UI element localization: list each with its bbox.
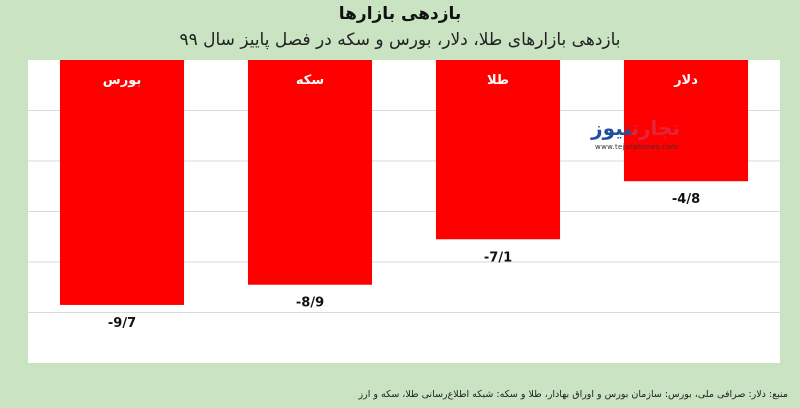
value-label-3: -7/1 <box>484 250 512 265</box>
category-label-2: سکه <box>296 73 324 88</box>
category-label-1: بورس <box>103 73 141 88</box>
bar-2 <box>247 60 373 285</box>
logo-part1: تجارت <box>631 116 680 140</box>
category-label-3: طلا <box>487 73 509 88</box>
logo-wordmark: تجارتنیوز <box>591 116 680 140</box>
tejaratnews-logo: تجارتنیوز www.tejaratnews.com <box>570 116 680 156</box>
logo-url: www.tejaratnews.com <box>595 143 678 151</box>
value-label-4: -4/8 <box>672 192 700 207</box>
category-label-4: دلار <box>673 73 698 88</box>
value-label-2: -8/9 <box>296 296 324 311</box>
chart-title: بازدهی بازارها <box>338 4 462 24</box>
logo-part2: نیوز <box>591 116 632 140</box>
source-note: منبع: دلار: صرافی ملی، بورس: سازمان بورس… <box>358 389 788 400</box>
bar-1 <box>59 60 185 305</box>
bar-4 <box>623 60 749 182</box>
bar-3 <box>435 60 561 240</box>
bar-chart: بورس -9/7 سکه -8/9 طلا -7/1 دلار -4/8 <box>28 60 780 331</box>
value-label-1: -9/7 <box>108 316 136 331</box>
chart-subtitle: بازدهی بازارهای طلا، دلار، بورس و سکه در… <box>179 30 621 50</box>
plot-area: بورس -9/7 سکه -8/9 طلا -7/1 دلار -4/8 <box>28 60 780 363</box>
